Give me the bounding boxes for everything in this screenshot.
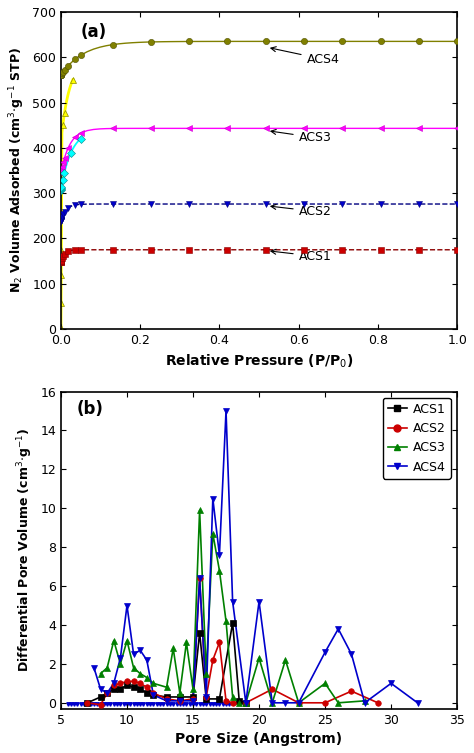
X-axis label: Relative Pressure (P/P$_0$): Relative Pressure (P/P$_0$): [165, 352, 353, 370]
Text: (b): (b): [77, 400, 104, 418]
Text: (a): (a): [81, 23, 107, 41]
Text: ACS2: ACS2: [271, 204, 331, 218]
Y-axis label: Differential Pore Volume (cm$^3$$\cdot$g$^{-1}$): Differential Pore Volume (cm$^3$$\cdot$g…: [15, 428, 35, 672]
Text: ACS3: ACS3: [271, 130, 331, 144]
Text: ACS1: ACS1: [271, 249, 331, 263]
Y-axis label: N$_2$ Volume Adsorbed (cm$^3$$\cdot$g$^{-1}$ STP): N$_2$ Volume Adsorbed (cm$^3$$\cdot$g$^{…: [7, 47, 27, 294]
Legend: ACS1, ACS2, ACS3, ACS4: ACS1, ACS2, ACS3, ACS4: [383, 398, 451, 479]
X-axis label: Pore Size (Angstrom): Pore Size (Angstrom): [175, 732, 343, 746]
Text: ACS4: ACS4: [271, 47, 339, 66]
